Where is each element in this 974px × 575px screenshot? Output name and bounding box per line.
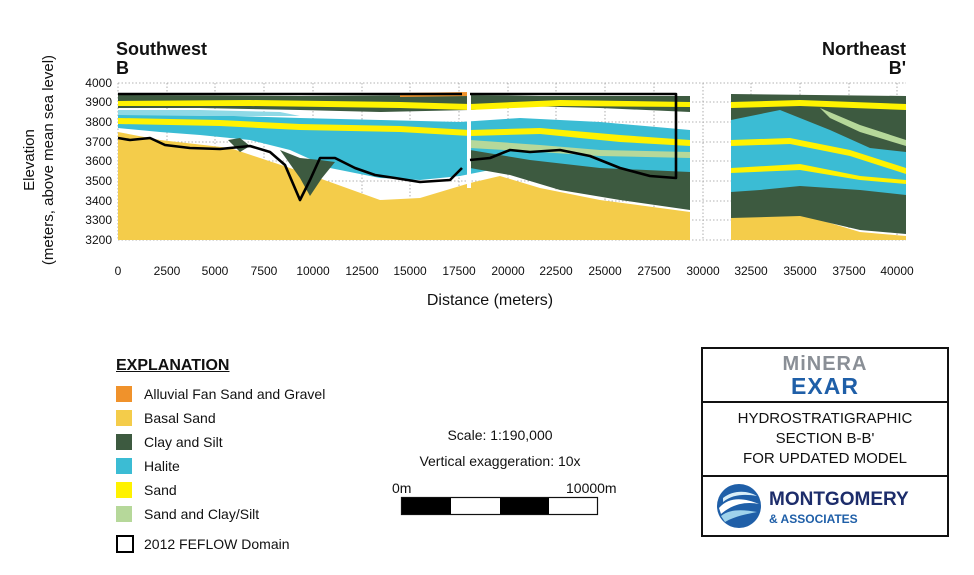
- southwest-direction: Southwest: [116, 39, 208, 59]
- y-tick-label: 3700: [85, 135, 112, 149]
- y-tick-label: 3200: [85, 233, 112, 247]
- y-tick-label: 3500: [85, 174, 112, 188]
- legend-outline-swatch: [116, 535, 134, 553]
- legend-swatch: [116, 458, 132, 474]
- title-line-3: FOR UPDATED MODEL: [743, 450, 907, 467]
- sand-right-3: [731, 164, 906, 184]
- legend-swatch: [116, 386, 132, 402]
- basal-sand-layer: [118, 132, 690, 240]
- scale-bar: [400, 496, 599, 516]
- sand-upper-layer: [118, 100, 690, 110]
- y-tick-labels: 4000 3900 3800 3700 3600 3500 3400 3300 …: [85, 76, 112, 247]
- legend-label: Basal Sand: [144, 410, 216, 426]
- main-section-layers: [118, 92, 690, 240]
- x-tick-label: 0: [115, 264, 122, 278]
- company-logo: MONTGOMERY & ASSOCIATES: [703, 477, 947, 535]
- legend-title: EXPLANATION: [116, 357, 230, 374]
- title-block: MiNERA EXAR HYDROSTRATIGRAPHIC SECTION B…: [701, 347, 949, 537]
- x-tick-label: 30000: [686, 264, 720, 278]
- x-tick-label: 22500: [539, 264, 573, 278]
- section-end-label: B': [888, 58, 906, 78]
- legend-swatch: [116, 482, 132, 498]
- sand-clay-layer: [470, 140, 690, 158]
- y-tick-label: 3800: [85, 115, 112, 129]
- x-tick-label: 35000: [783, 264, 817, 278]
- y-tick-label: 3400: [85, 194, 112, 208]
- northeast-label: Northeast B': [800, 40, 906, 78]
- cross-section-plot: 4000 3900 3800 3700 3600 3500 3400 3300 …: [85, 76, 914, 278]
- scale-ratio: Scale: 1:190,000: [447, 427, 553, 443]
- x-tick-label: 27500: [637, 264, 671, 278]
- x-tick-label: 7500: [251, 264, 278, 278]
- sand-right-2: [731, 138, 906, 174]
- x-tick-label: 10000: [296, 264, 330, 278]
- legend-label: Clay and Silt: [144, 434, 223, 450]
- x-tick-labels: 0 2500 5000 7500 10000 12500 15000 17500…: [115, 264, 914, 278]
- vertical-exaggeration: Vertical exaggeration: 10x: [419, 453, 581, 469]
- y-tick-label: 3600: [85, 154, 112, 168]
- southwest-label: Southwest B: [116, 40, 207, 78]
- x-tick-label: 17500: [442, 264, 476, 278]
- feflow-domain-outline: [117, 92, 678, 202]
- company-swirl-icon: [717, 484, 761, 528]
- y-tick-label: 3300: [85, 213, 112, 227]
- legend-label: Alluvial Fan Sand and Gravel: [144, 386, 326, 402]
- legend-swatch: [116, 434, 132, 450]
- halite-wedge: [118, 110, 300, 116]
- y-tick-label: 4000: [85, 76, 112, 90]
- legend-label: Halite: [144, 458, 180, 474]
- x-tick-label: 5000: [202, 264, 229, 278]
- sand-right-1: [731, 100, 906, 110]
- sand-clay-right: [820, 108, 906, 146]
- legend-swatch: [116, 506, 132, 522]
- clay-pit: [280, 150, 335, 196]
- client-logo: MiNERA EXAR: [703, 349, 947, 403]
- scale-bar-end-label: 10000m: [566, 480, 617, 496]
- title-line-2: SECTION B-B': [775, 430, 875, 447]
- x-tick-label: 25000: [588, 264, 622, 278]
- x-tick-label: 20000: [491, 264, 525, 278]
- company-name: MONTGOMERY: [769, 489, 909, 510]
- legend-swatch: [116, 410, 132, 426]
- halite-right: [731, 110, 906, 195]
- x-axis-label: Distance (meters): [426, 292, 554, 309]
- title-line-1: HYDROSTRATIGRAPHIC: [737, 410, 913, 427]
- legend-label: 2012 FEFLOW Domain: [144, 536, 290, 552]
- legend-label: Sand and Clay/Silt: [144, 506, 260, 522]
- sand-middle-layer: [118, 118, 690, 146]
- clay-silt-lower-layer: [470, 150, 690, 210]
- client-logo-bottom: EXAR: [791, 373, 859, 399]
- basal-sand-right: [731, 210, 906, 240]
- right-section-layers: [731, 94, 906, 240]
- drawing-title: HYDROSTRATIGRAPHIC SECTION B-B' FOR UPDA…: [703, 401, 947, 477]
- y-tick-label: 3900: [85, 95, 112, 109]
- section-start-label: B: [116, 58, 129, 78]
- x-tick-label: 15000: [393, 264, 427, 278]
- x-tick-label: 32500: [734, 264, 768, 278]
- x-tick-label: 37500: [832, 264, 866, 278]
- northeast-direction: Northeast: [821, 39, 906, 59]
- legend-label: Sand: [144, 482, 177, 498]
- x-tick-label: 40000: [880, 264, 914, 278]
- client-logo-top: MiNERA: [782, 353, 868, 375]
- scale-bar-start-label: 0m: [392, 480, 412, 496]
- section-gap: [467, 88, 471, 188]
- company-subtitle: & ASSOCIATES: [769, 512, 858, 526]
- x-tick-label: 2500: [154, 264, 181, 278]
- x-tick-label: 12500: [345, 264, 379, 278]
